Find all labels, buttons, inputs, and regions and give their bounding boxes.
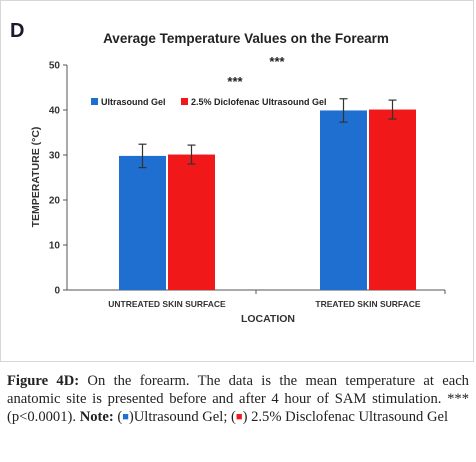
chart-title: Average Temperature Values on the Forear…	[103, 31, 389, 46]
y-tick-label: 20	[49, 196, 61, 207]
bar-diclofenac-gel	[369, 109, 416, 290]
legend-swatch	[91, 98, 98, 105]
y-axis-label: TEMPERATURE (°C)	[30, 127, 42, 228]
y-tick-label: 0	[54, 286, 60, 297]
blue-square-icon: ■	[122, 411, 129, 423]
figure-panel: D Average Temperature Values on the Fore…	[0, 0, 474, 362]
caption-text: On the forearm. The data is the mean tem…	[7, 373, 469, 425]
significance-annotation: ***	[227, 74, 243, 89]
legend-label: Ultrasound Gel	[101, 97, 166, 107]
y-tick-label: 10	[49, 241, 61, 252]
caption-note-series1: )Ultrasound Gel; (	[128, 409, 236, 425]
significance-annotation: ***	[269, 54, 285, 69]
red-square-icon: ■	[235, 411, 243, 423]
y-tick-label: 40	[49, 106, 61, 117]
caption-note-series2: ) 2.5% Disclofenac Ultrasound Gel	[242, 409, 449, 425]
x-tick-label: TREATED SKIN SURFACE	[315, 299, 420, 309]
bar-diclofenac-gel	[168, 154, 215, 290]
bar-ultrasound-gel	[320, 110, 367, 290]
x-tick-label: UNTREATED SKIN SURFACE	[108, 299, 226, 309]
caption-label: Figure 4D:	[7, 373, 80, 389]
x-axis-label: LOCATION	[241, 313, 295, 325]
bar-ultrasound-gel	[119, 155, 166, 290]
caption-note-open: (	[113, 409, 123, 425]
panel-letter: D	[10, 20, 24, 42]
chart: D Average Temperature Values on the Fore…	[10, 20, 446, 325]
y-tick-label: 50	[49, 61, 61, 72]
figure-caption: Figure 4D: On the forearm. The data is t…	[7, 372, 469, 426]
legend-label: 2.5% Diclofenac Ultrasound Gel	[191, 97, 327, 107]
caption-note-label: Note:	[79, 409, 114, 425]
legend-swatch	[181, 98, 188, 105]
y-tick-label: 30	[49, 151, 61, 162]
